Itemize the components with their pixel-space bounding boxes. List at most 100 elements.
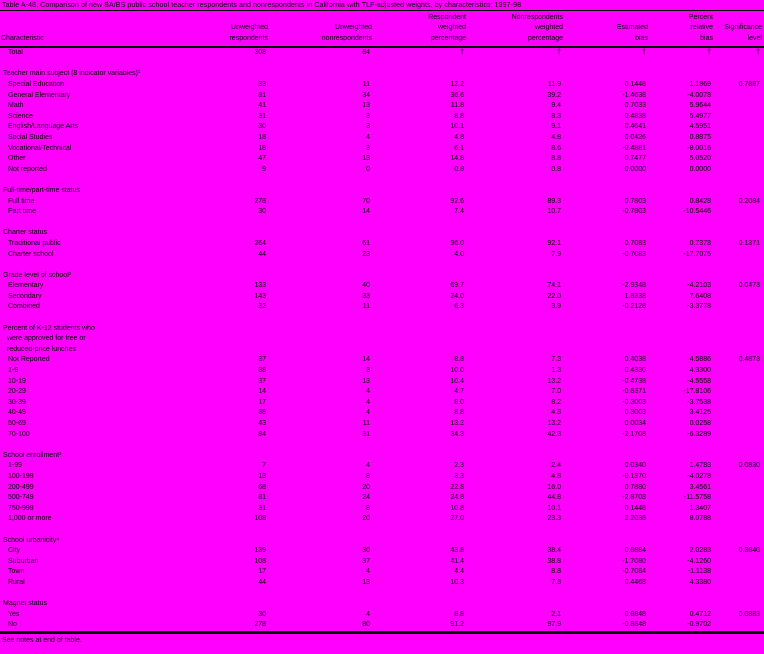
cell [563, 313, 648, 324]
cell [713, 122, 762, 133]
row-label: Math [8, 102, 24, 110]
cell: 4.7 [454, 388, 464, 396]
cell: 0.7803 [624, 197, 646, 205]
cell: 11 [362, 303, 370, 311]
cell: 0.3840 [738, 547, 760, 555]
cell: 81 [258, 494, 266, 502]
cell: 4 [366, 409, 370, 417]
cell: 0.7887 [738, 81, 760, 88]
cell [466, 440, 563, 451]
cell: -4.0078 [687, 91, 711, 99]
cell: 23.3 [547, 515, 561, 523]
cell [563, 525, 648, 536]
cell: † [460, 49, 464, 57]
row-label: 750-999 [8, 504, 34, 512]
cell: 38.8 [547, 557, 561, 565]
cell: 38.4 [547, 547, 561, 555]
table-row: Science 31 3 8.8 8.3 0.4838 5.4977 [1, 112, 763, 123]
row-label: Full time [8, 197, 35, 205]
cell: 10.7 [547, 208, 561, 216]
cell [713, 101, 762, 112]
row-label: Combined [8, 303, 40, 311]
table-row: Other 47 13 14.8 8.8 0.7477 5.0520 [1, 154, 763, 165]
cell: -0.3003 [622, 398, 646, 406]
cell [190, 589, 268, 600]
table-row: General Elementary 81 34 36.6 39.2 -1.4638 -4.… [1, 91, 763, 102]
spacer-row [1, 175, 763, 186]
cell: 43 [258, 420, 266, 427]
cell [713, 250, 762, 261]
cell: 30 [362, 547, 370, 555]
row-label: Traditional public [8, 239, 61, 247]
cell [466, 175, 563, 186]
cell [713, 387, 762, 398]
section-label-wrap-row: reduced-price lunches [1, 345, 763, 356]
table-row: 1,000 or more 108 20 27.0 23.3 2.2038 8.0788 [1, 514, 763, 525]
cell [466, 324, 563, 335]
cell: 10.8 [450, 504, 464, 512]
row-label [1, 525, 190, 536]
table-row: 100-199 13 8 3.3 4.8 -0.1370 -4.0278 [1, 472, 763, 483]
cell [372, 451, 466, 462]
cell [372, 59, 466, 70]
cell [713, 493, 762, 504]
spacer-row [1, 589, 763, 600]
cell [713, 302, 762, 313]
cell: 61 [362, 239, 370, 247]
bottom-rule [0, 630, 764, 634]
cell [713, 472, 762, 483]
cell [466, 260, 563, 271]
section-label: School enrollment³ [3, 451, 62, 459]
cell: -0.7803 [622, 208, 646, 216]
cell: 3.4125 [689, 409, 711, 417]
cell: † [557, 49, 561, 57]
cell: 8.8 [454, 409, 464, 417]
row-label: No [8, 621, 17, 629]
cell [466, 536, 563, 547]
cell [648, 218, 713, 229]
cell: 38 [258, 367, 266, 375]
row-label: 1-9 [8, 367, 19, 375]
cell: -11.5758 [683, 494, 711, 502]
cell: 22.8 [450, 483, 464, 491]
row-label: English/Language Arts [8, 123, 79, 131]
table-row: 20-29 14 4 4.7 7.0 -0.8371 -17.8106 [1, 387, 763, 398]
cell [713, 599, 762, 610]
cell [713, 133, 762, 144]
cell [372, 536, 466, 547]
cell [713, 218, 762, 229]
cell: 44 [258, 250, 266, 258]
cell: 0.8884 [624, 547, 646, 555]
cell: 108 [254, 515, 266, 523]
cell [713, 483, 762, 494]
cell [713, 578, 762, 589]
cell: 40 [362, 282, 370, 290]
cell: 8.8 [454, 356, 464, 364]
cell: 0.4330 [624, 367, 646, 375]
cell: 3 [366, 112, 370, 120]
row-label: Special Education [8, 81, 65, 88]
row-label: 1-99 [8, 462, 23, 470]
section-label: Magnet status [3, 600, 47, 608]
section-label-wrap-row: were approved for free or [1, 334, 763, 345]
cell: 9.4 [551, 102, 561, 110]
row-label: Not reported [8, 165, 47, 173]
cell [268, 525, 372, 536]
cell: 8.0788 [689, 515, 711, 523]
cell: -4.1260 [687, 557, 711, 565]
cell [268, 334, 372, 345]
cell: 92.1 [547, 239, 561, 247]
cell: 23 [362, 250, 370, 258]
cell [563, 440, 648, 451]
cell: 10.0 [450, 367, 464, 375]
row-label: Other [8, 155, 26, 163]
row-label: 70-100 [8, 430, 30, 438]
cell: 1.1869 [689, 81, 711, 88]
cell: 24.8 [450, 494, 464, 502]
section-row: Grade level of school² [1, 271, 763, 282]
cell: 84 [362, 49, 370, 57]
table-row: 1-9 38 3 10.0 1.3 0.4330 4.3300 [1, 366, 763, 377]
table-row: Yes 30 4 8.8 2.1 0.8848 0.4712 0.0883 [1, 610, 763, 621]
cell: 0.7477 [624, 155, 646, 163]
cell: -6.3289 [687, 430, 711, 438]
